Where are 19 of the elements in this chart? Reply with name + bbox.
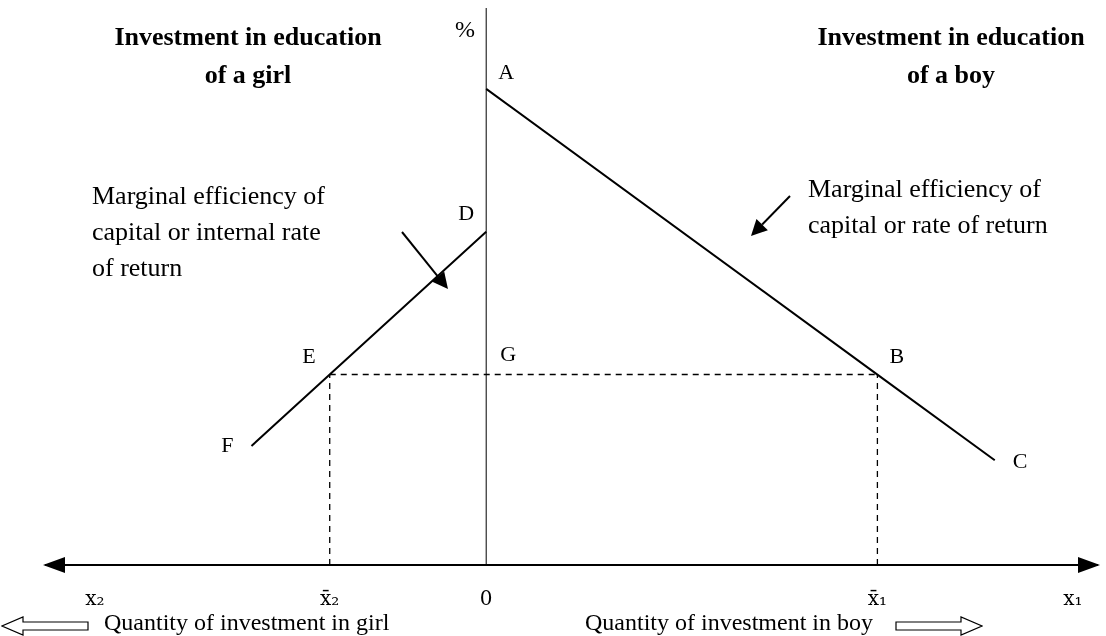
annotation: C <box>1012 448 1028 474</box>
text: Quantity of investment in girl <box>104 609 390 636</box>
annotation: F <box>221 431 234 457</box>
annotation: D <box>458 199 475 225</box>
x-tick-label: x₁ <box>1063 586 1083 610</box>
x-tick-label: x₂ <box>85 586 105 610</box>
annotation: Investment in education of a girl <box>113 21 383 91</box>
x-tick-label: x̄₁ <box>867 586 888 610</box>
x-tick-label: x̄₂ <box>320 586 340 610</box>
legend-label: Marginal efficiency of capital or rate of return <box>808 173 1049 241</box>
annotation: A <box>498 58 515 84</box>
x-tick-label: 0 <box>479 586 493 610</box>
text: Quantity of investment in boy <box>585 609 873 636</box>
annotation: Investment in education of a boy <box>816 21 1086 91</box>
annotation: G <box>500 340 517 366</box>
annotation: E <box>302 342 316 368</box>
annotation: B <box>889 342 905 368</box>
y-axis-title: % <box>455 16 475 43</box>
text: Marginal efficiency of capital or internal rate of return <box>92 180 326 284</box>
